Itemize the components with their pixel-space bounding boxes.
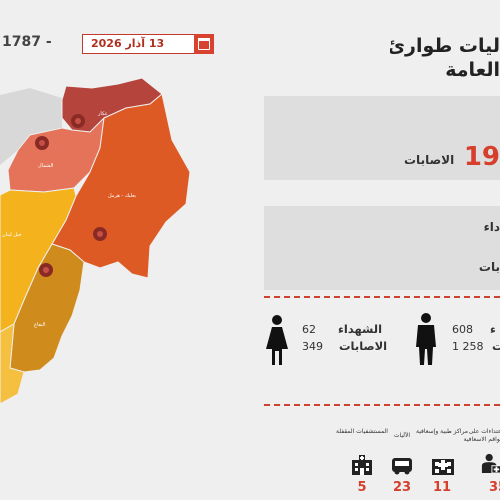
injuries-total-value: 19: [463, 142, 500, 172]
male-martyrs-value: 608: [452, 323, 473, 336]
map-marker-akkar[interactable]: [71, 114, 85, 128]
male-injuries-label: ت: [492, 339, 500, 353]
injuries-total-label: الاصابات: [404, 153, 455, 167]
date-field[interactable]: 13 آذار 2026: [82, 34, 214, 54]
paramedic-icon: [481, 453, 500, 473]
map-label-baalbek: بعلبك - هرمل: [108, 193, 137, 199]
map-label-mount-lebanon: جبل لبنان: [2, 232, 22, 238]
divider-bottom: [264, 404, 500, 406]
female-martyrs-value: 62: [302, 323, 316, 336]
injuries-panel: [264, 96, 500, 180]
hotline-number: 1787 -: [2, 34, 52, 50]
martyrs-panel: [264, 206, 500, 290]
title-line-1: ليات طوارئ: [390, 35, 500, 57]
date-text: 13 آذار 2026: [91, 37, 165, 50]
category-value-paramedics: 35: [488, 480, 500, 495]
map-label-akkar: عكار: [98, 111, 108, 117]
male-icon: [416, 313, 436, 365]
martyrs-panel-label-b: بات: [478, 260, 500, 274]
map-region-south[interactable]: [0, 323, 25, 405]
female-injuries-value: 349: [302, 340, 323, 353]
category-label-paramedics: اعتداءات على الطواقم الاسعافية: [463, 428, 500, 443]
map-marker-north[interactable]: [35, 136, 49, 150]
category-label-hospitals: المستشفيات المقفلة: [336, 428, 388, 435]
map-marker-baalbek[interactable]: [93, 227, 107, 241]
hospital-icon: [352, 455, 372, 475]
female-martyrs-label: الشهداء: [338, 322, 383, 336]
page-title: ليات طوارئ العامة: [390, 34, 500, 82]
calendar-icon[interactable]: [194, 34, 214, 54]
male-martyrs-label: ء: [490, 322, 496, 336]
lebanon-map: [0, 77, 191, 405]
female-icon: [266, 315, 288, 365]
map-region-grey: [0, 88, 62, 165]
category-label-vehicles: الآليات: [393, 432, 411, 439]
map-region-bekaa[interactable]: [9, 243, 85, 373]
category-value-hospitals: 5: [357, 480, 367, 495]
map-marker-bekaa[interactable]: [39, 263, 53, 277]
ambulance-icon: [392, 458, 412, 475]
title-line-2: العامة: [445, 59, 500, 81]
map-label-bekaa: البقاع: [34, 322, 46, 328]
male-injuries-value: 1 258: [452, 340, 484, 353]
category-value-vehicles: 23: [392, 480, 412, 495]
category-value-medical-centers: 11: [432, 480, 452, 495]
map-label-north: الشمال: [38, 163, 54, 169]
medical-center-icon: [432, 459, 454, 475]
martyrs-panel-label-a: داء: [483, 220, 500, 234]
category-label-medical-centers: مراكز طبية وإسعافية: [416, 428, 468, 435]
divider-top: [264, 296, 500, 298]
female-injuries-label: الاصابات: [339, 339, 388, 353]
